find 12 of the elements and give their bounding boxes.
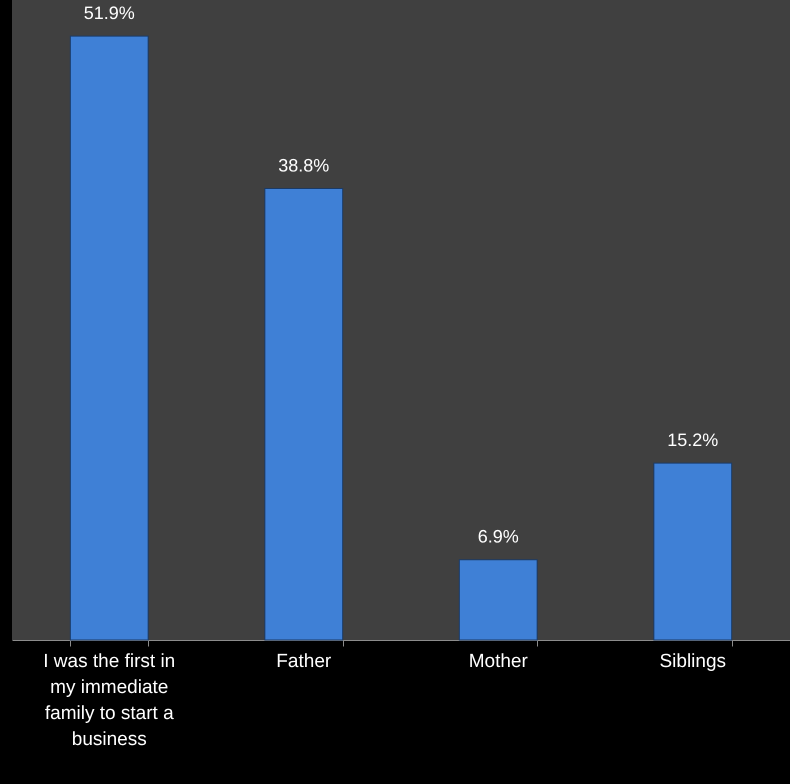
x-tick-label: Father [276, 651, 332, 672]
x-tick-label: Siblings [659, 651, 726, 672]
data-label: 15.2% [667, 430, 718, 450]
data-label: 51.9% [84, 3, 135, 24]
x-tick-label: I was the first in my immediate family to start a business [43, 651, 176, 750]
data-label: 6.9% [478, 526, 519, 547]
bar [70, 36, 149, 640]
data-label: 38.8% [278, 156, 330, 176]
bar [653, 462, 732, 640]
bar [458, 559, 538, 640]
x-tick-label: Mother [468, 651, 528, 672]
bar [264, 188, 344, 640]
